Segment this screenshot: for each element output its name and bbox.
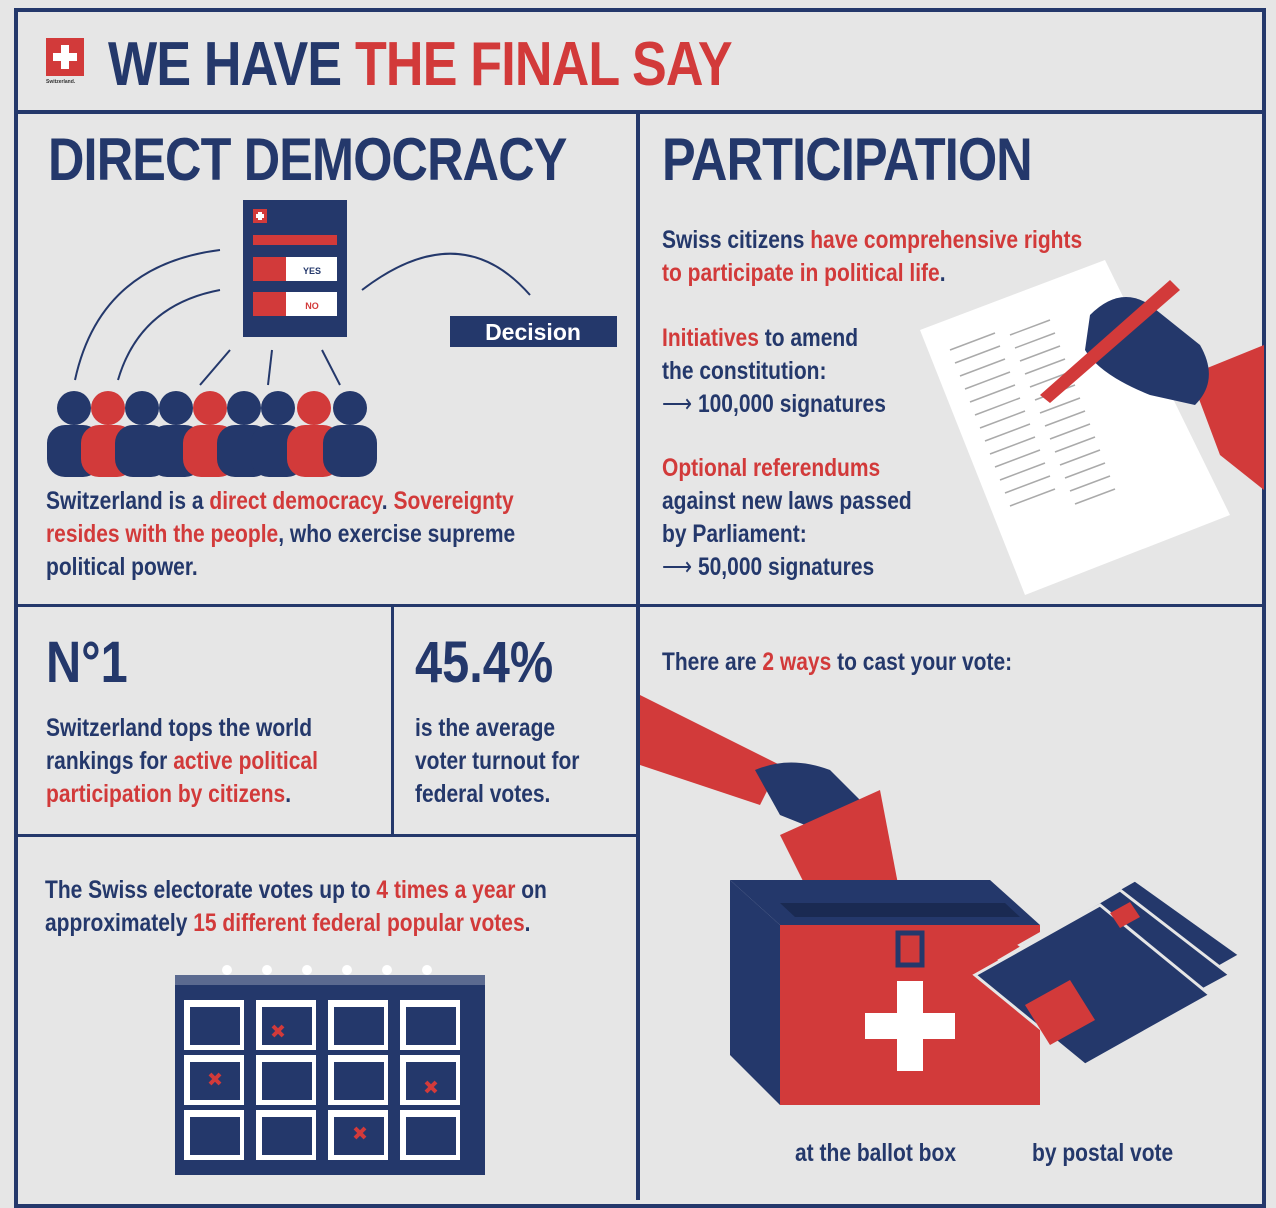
participation-intro: Swiss citizens have comprehensive rights… <box>662 224 1082 290</box>
text-segment: Sovereignty <box>393 487 514 515</box>
text-segment: Swiss citizens <box>662 226 811 254</box>
text-segment: is the average <box>415 714 556 742</box>
signing-petition-illustration <box>920 260 1264 595</box>
petition-paper-icon <box>920 260 1230 595</box>
text-segment: Initiatives <box>662 324 759 352</box>
decision-label: Decision <box>485 319 581 345</box>
text-segment: voter turnout for <box>415 747 580 775</box>
text-segment: against new laws passed <box>662 487 912 515</box>
text-segment: on <box>515 876 547 904</box>
ballot-paper-icon <box>780 790 902 905</box>
text-segment: Switzerland is a <box>46 487 210 515</box>
people-icon <box>47 391 377 477</box>
logo-text: Switzerland. <box>46 79 76 85</box>
text-segment: the constitution: <box>662 357 827 385</box>
text-segment: The Swiss electorate votes up to <box>45 876 377 904</box>
ballot-box-icon <box>730 880 1040 1105</box>
text-segment: 4 times a year <box>376 876 516 904</box>
text-segment: to participate in political life <box>662 259 940 287</box>
ballot-yes: YES <box>303 266 321 276</box>
referendums-text: Optional referendums against new laws pa… <box>662 452 912 584</box>
postal-envelope-icon <box>972 878 1243 1067</box>
text-segment: 50,000 signatures <box>697 553 875 581</box>
text-segment: federal votes. <box>415 780 551 808</box>
swiss-logo <box>46 38 84 76</box>
text-segment: direct democracy <box>209 487 382 515</box>
section-title-participation: PARTICIPATION <box>662 126 1033 193</box>
text-segment: WE HAVE <box>108 30 355 99</box>
page-title: WE HAVE THE FINAL SAY <box>108 34 733 96</box>
text-segment: , who exercise supreme <box>278 520 516 548</box>
text-segment: resides with the people <box>46 520 279 548</box>
divider <box>14 834 638 837</box>
text-segment: approximately <box>45 909 194 937</box>
text-segment: rankings for <box>46 747 174 775</box>
postal-vote-caption: by postal vote <box>1032 1139 1174 1167</box>
text-segment: . <box>285 780 292 808</box>
pen-icon <box>1040 280 1180 403</box>
ballot-no: NO <box>305 301 319 311</box>
text-segment: . <box>524 909 531 937</box>
initiatives-text: Initiatives to amend the constitution: ⟶… <box>662 322 886 421</box>
ranking-text: Switzerland tops the world rankings for a… <box>46 712 318 811</box>
text-segment: participation by citizens <box>46 780 286 808</box>
ballot-box-caption: at the ballot box <box>795 1139 957 1167</box>
text-segment: . <box>381 487 394 515</box>
direct-democracy-text: Switzerland is a direct democracy. Sover… <box>46 485 515 584</box>
text-segment: 2 ways <box>762 648 832 676</box>
text-segment: THE FINAL SAY <box>354 30 733 99</box>
turnout-text: is the average voter turnout for federal v… <box>415 712 579 811</box>
section-title-direct-democracy: DIRECT DEMOCRACY <box>48 126 567 193</box>
text-segment: . <box>939 259 946 287</box>
text-segment: Optional referendums <box>662 454 881 482</box>
divider <box>14 604 1266 607</box>
text-segment: active political <box>173 747 318 775</box>
calendar-icon <box>175 965 485 1175</box>
text-segment: 15 different federal popular votes <box>193 909 525 937</box>
decision-box <box>450 316 617 347</box>
arrow-icon: ⟶ <box>662 390 693 418</box>
text-segment: by Parliament: <box>662 520 807 548</box>
ranking-value: N°1 <box>46 630 128 695</box>
votes-text: The Swiss electorate votes up to 4 times… <box>45 874 547 940</box>
text-segment: There are <box>662 648 763 676</box>
text-segment: 100,000 signatures <box>697 390 886 418</box>
divider <box>391 604 394 836</box>
divider <box>14 110 1266 114</box>
text-segment: political power. <box>46 553 198 581</box>
text-segment: to cast your vote: <box>831 648 1013 676</box>
arrow-icon: ⟶ <box>662 553 693 581</box>
divider <box>636 110 640 1200</box>
voting-illustration <box>640 695 1243 1105</box>
text-segment: to amend <box>758 324 859 352</box>
text-segment: Switzerland tops the world <box>46 714 313 742</box>
direct-democracy-illustration: YES NO Decision <box>47 200 617 477</box>
turnout-value: 45.4% <box>415 630 554 695</box>
ways-text: There are 2 ways to cast your vote: <box>662 646 1012 679</box>
text-segment: have comprehensive rights <box>810 226 1083 254</box>
